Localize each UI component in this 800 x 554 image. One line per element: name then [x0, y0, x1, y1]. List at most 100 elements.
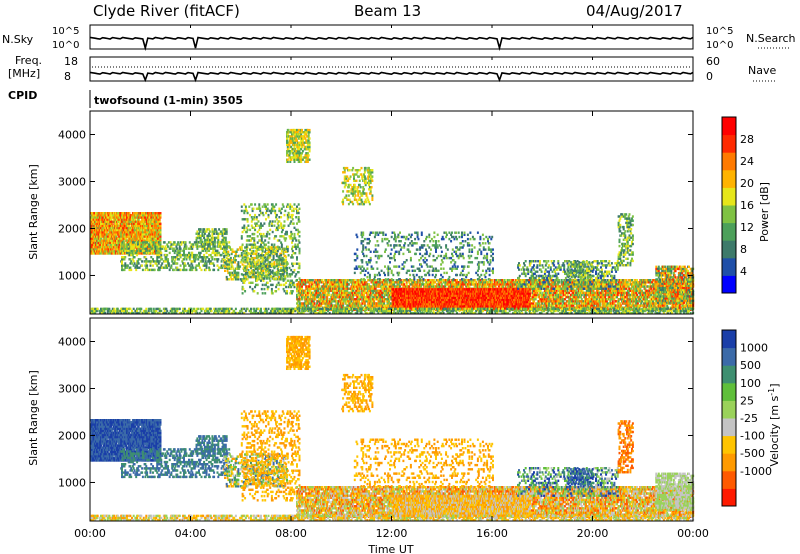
power-cell	[121, 243, 123, 245]
power-cell	[148, 237, 150, 239]
power-cell	[138, 218, 140, 220]
power-cell	[130, 269, 132, 271]
power-cell	[121, 258, 123, 260]
power-cell	[110, 218, 112, 220]
power-cell	[122, 269, 124, 271]
power-cell	[146, 231, 148, 233]
freq-unit-label: [MHz]	[8, 67, 40, 80]
power-cell	[146, 264, 148, 266]
power-cell	[160, 212, 162, 214]
figure: Clyde River (fitACF) Beam 13 04/Aug/2017…	[0, 0, 800, 554]
power-cell	[146, 250, 148, 252]
power-cell	[138, 262, 140, 264]
power-cell	[126, 243, 128, 245]
power-cell	[130, 252, 132, 254]
power-cell	[160, 233, 162, 235]
power-cell	[123, 243, 125, 245]
power-cell	[91, 225, 93, 227]
power-cell	[124, 264, 126, 266]
nsky-left-tick-bottom: 10^0	[52, 40, 79, 51]
power-cell	[94, 237, 96, 239]
power-cell	[144, 252, 146, 254]
power-cell	[124, 256, 126, 258]
power-cell	[133, 260, 135, 262]
power-cell	[119, 212, 121, 214]
power-cell	[93, 240, 95, 242]
power-cell	[153, 229, 155, 231]
power-cell	[124, 223, 126, 225]
power-cell	[160, 214, 162, 216]
power-cell	[144, 223, 146, 225]
power-cell	[108, 252, 110, 254]
power-cell	[144, 231, 146, 233]
power-cell	[117, 229, 119, 231]
freq-panel	[90, 57, 693, 81]
power-cell	[125, 237, 127, 239]
power-cell	[144, 256, 146, 258]
power-cell	[134, 229, 136, 231]
power-cell	[139, 214, 141, 216]
power-cell	[130, 254, 132, 256]
power-heatmap-cells	[90, 129, 694, 314]
power-cell	[114, 244, 116, 246]
power-cell	[129, 252, 131, 254]
power-cell	[148, 243, 150, 245]
power-cell	[144, 216, 146, 218]
power-cell	[160, 225, 162, 227]
power-cell	[142, 245, 144, 247]
power-cell	[145, 248, 147, 250]
power-cell	[160, 229, 162, 231]
power-cell	[93, 252, 95, 254]
power-cell	[142, 248, 144, 250]
power-cell	[139, 221, 141, 223]
power-cell	[129, 212, 131, 214]
power-cell	[146, 244, 148, 246]
power-cell	[113, 235, 115, 237]
power-cell	[124, 262, 126, 264]
power-cell	[100, 237, 102, 239]
nsky-series	[90, 37, 693, 48]
power-cell	[134, 241, 136, 243]
power-cell	[108, 214, 110, 216]
power-cell	[128, 243, 130, 245]
power-cell	[144, 241, 146, 243]
power-cell	[133, 264, 135, 266]
power-cell	[139, 252, 141, 254]
power-cell	[144, 264, 146, 266]
power-cell	[160, 227, 162, 229]
power-cell	[148, 260, 150, 262]
power-cell	[133, 250, 135, 252]
power-cell	[110, 244, 112, 246]
power-cell	[139, 258, 141, 260]
cpid-label: CPID	[8, 89, 37, 102]
power-cell	[98, 250, 100, 252]
power-cell	[125, 231, 127, 233]
power-cell	[160, 235, 162, 237]
power-cell	[145, 233, 147, 235]
power-cell	[149, 269, 151, 271]
power-cell	[118, 246, 120, 248]
power-cell	[123, 241, 125, 243]
power-cell	[136, 250, 138, 252]
power-cell	[124, 250, 126, 252]
power-cell	[115, 250, 117, 252]
power-cell	[150, 216, 152, 218]
cpid-program: twofsound (1-min) 3505	[94, 94, 243, 107]
power-cell	[149, 250, 151, 252]
beam-title: Beam 13	[354, 2, 421, 20]
power-cell	[126, 245, 128, 247]
power-cell	[124, 269, 126, 271]
power-cell	[129, 267, 131, 269]
power-cell	[144, 245, 146, 247]
power-cell	[139, 267, 141, 269]
power-cell	[151, 231, 153, 233]
power-cell	[131, 250, 133, 252]
freq-right-tick-top: 60	[706, 55, 720, 68]
power-cell	[134, 245, 136, 247]
power-cell	[121, 262, 123, 264]
power-cell	[98, 233, 100, 235]
power-cell	[137, 267, 139, 269]
power-cell	[138, 245, 140, 247]
power-cell	[150, 245, 152, 247]
power-cell	[144, 269, 146, 271]
